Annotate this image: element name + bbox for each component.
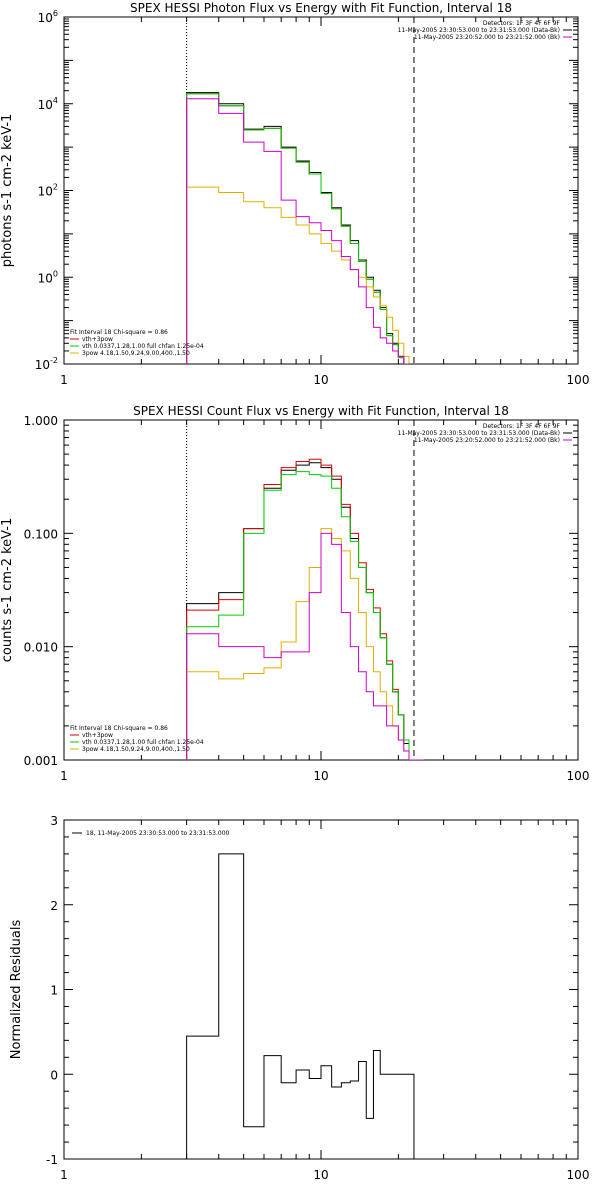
y-tick-label: 104 [38, 96, 58, 112]
legend-entry: Detectors: 1F 3F 4F 6F 9F [483, 20, 561, 27]
series-group [186, 853, 415, 1159]
series-group [186, 458, 424, 760]
series-line-magenta [186, 532, 424, 760]
series-line-magenta [186, 98, 415, 364]
x-tick-label: 10 [313, 373, 328, 387]
legend-entry: Detectors: 1F 3F 4F 6F 9F [483, 423, 561, 430]
y-tick-label: 10-2 [35, 356, 58, 372]
y-tick-label: 0 [50, 1068, 58, 1082]
plot-frame [63, 819, 579, 1160]
y-tick-label: 0.010 [24, 641, 58, 655]
x-tick-label: 100 [567, 769, 590, 783]
series-line-yellow [186, 528, 424, 760]
y-axis-label: Normalized Residuals [9, 920, 24, 1060]
chart-panel-3: 1 10 100 -1 0 1 2 3 Normalized Residuals 18, 11-M… [9, 814, 589, 1182]
y-tick-label: 2 [50, 899, 58, 913]
legend-entry: vth+3pow [82, 336, 113, 343]
y-tick-label: 1 [50, 984, 58, 998]
legend-entry: Fit Interval 18 Chi-square = 0.86 [70, 329, 168, 336]
y-tick-label: 102 [38, 183, 58, 199]
legend-entry: 11-May-2005 23:20:52.000 to 23:21:52.000… [414, 34, 560, 41]
y-tick-label: 1.000 [24, 414, 58, 428]
x-tick-label: 10 [313, 769, 328, 783]
y-tick-label: 3 [50, 814, 58, 828]
x-tick-label: 10 [313, 1168, 328, 1182]
y-tick-label: 106 [38, 9, 58, 25]
legend-entry: 3pow 4.18,1.50,9.24,9.00,400.,1.50 [82, 350, 190, 357]
legend-entry: vth 0.0337,1.28,1.00 full chfan 1.25e-04 [82, 343, 204, 350]
x-tick-label: 1 [60, 769, 68, 783]
chart-panel-1: SPEX HESSI Photon Flux vs Energy with Fi… [0, 1, 589, 387]
legend-entry: 11-May-2005 23:30:53.000 to 23:31:53.000… [398, 430, 560, 437]
y-axis-label: photons s-1 cm-2 keV-1 [0, 114, 15, 268]
series-line-green [186, 471, 424, 760]
x-tick-label: 1 [60, 1168, 68, 1182]
series-line-green [186, 93, 415, 364]
series-line-yellow [186, 186, 415, 364]
y-axis-label: counts s-1 cm-2 keV-1 [0, 518, 15, 663]
y-tick-label: 100 [38, 269, 58, 285]
y-tick-label: 0.100 [24, 527, 58, 541]
series-line-red [186, 458, 424, 760]
legend-entry: 18, 11-May-2005 23:30:53.000 to 23:31:53… [86, 830, 230, 837]
x-tick-label: 1 [60, 373, 68, 387]
chart-title: SPEX HESSI Photon Flux vs Energy with Fi… [130, 1, 512, 15]
chart-panel-2: SPEX HESSI Count Flux vs Energy with Fit… [0, 404, 589, 783]
x-tick-label: 100 [567, 1168, 590, 1182]
legend-entry: 11-May-2005 23:20:52.000 to 23:21:52.000… [414, 437, 560, 444]
y-tick-label: -1 [46, 1153, 58, 1167]
legend-entry: vth 0.0337,1.28,1.00 full chfan 1.25e-04 [82, 739, 204, 746]
legend-entry: Fit Interval 18 Chi-square = 0.86 [70, 725, 168, 732]
series-line-black [186, 462, 424, 760]
legend-entry: 11-May-2005 23:30:53.000 to 23:31:53.000… [398, 27, 560, 34]
y-tick-label: 0.001 [24, 754, 58, 768]
chart-title: SPEX HESSI Count Flux vs Energy with Fit… [133, 404, 509, 418]
legend-entry: 3pow 4.18,1.50,9.24,9.00,400.,1.50 [82, 746, 190, 753]
series-group [186, 92, 415, 364]
series-line-black [186, 853, 415, 1159]
legend-entry: vth+3pow [82, 732, 113, 739]
x-tick-label: 100 [567, 373, 590, 387]
